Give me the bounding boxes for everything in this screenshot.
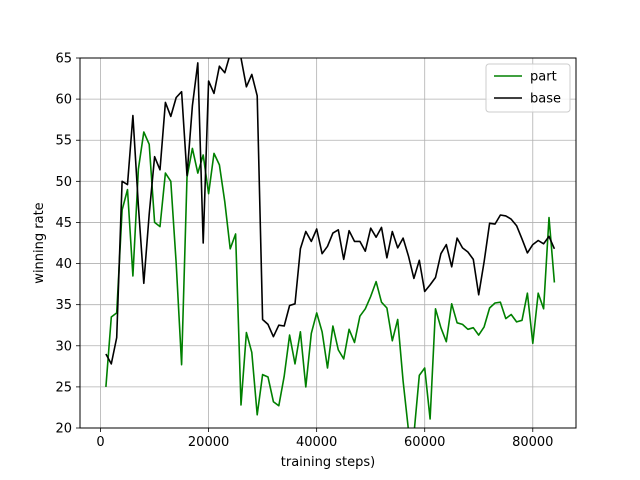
- y-tick-label: 20: [55, 422, 72, 437]
- y-tick-label: 60: [55, 93, 72, 108]
- x-tick-label: 60000: [404, 435, 445, 450]
- x-axis: 0 20000 40000 60000 80000: [96, 428, 553, 450]
- x-axis-label: training steps): [281, 455, 375, 470]
- legend-label-base: base: [530, 92, 561, 107]
- plot-frame: [79, 57, 577, 429]
- series-line-base: [105, 58, 556, 365]
- y-axis-label: winning rate: [32, 202, 47, 283]
- y-tick-label: 45: [55, 216, 72, 231]
- legend: part base: [485, 63, 571, 113]
- y-tick-label: 25: [55, 380, 72, 395]
- y-tick-label: 35: [55, 298, 72, 313]
- x-tick-label: 0: [96, 435, 104, 450]
- series-layer: [105, 58, 556, 428]
- series-line-part: [105, 131, 556, 428]
- y-tick-label: 40: [55, 257, 72, 272]
- x-tick-label: 80000: [512, 435, 553, 450]
- y-tick-label: 55: [55, 134, 72, 149]
- y-axis: 20 25 30 35 40 45 50 55 60 65: [55, 52, 80, 437]
- y-tick-label: 30: [55, 339, 72, 354]
- legend-label-part: part: [530, 70, 557, 85]
- y-tick-label: 65: [55, 52, 72, 67]
- y-tick-label: 50: [55, 175, 72, 190]
- x-tick-label: 20000: [188, 435, 229, 450]
- x-tick-label: 40000: [296, 435, 337, 450]
